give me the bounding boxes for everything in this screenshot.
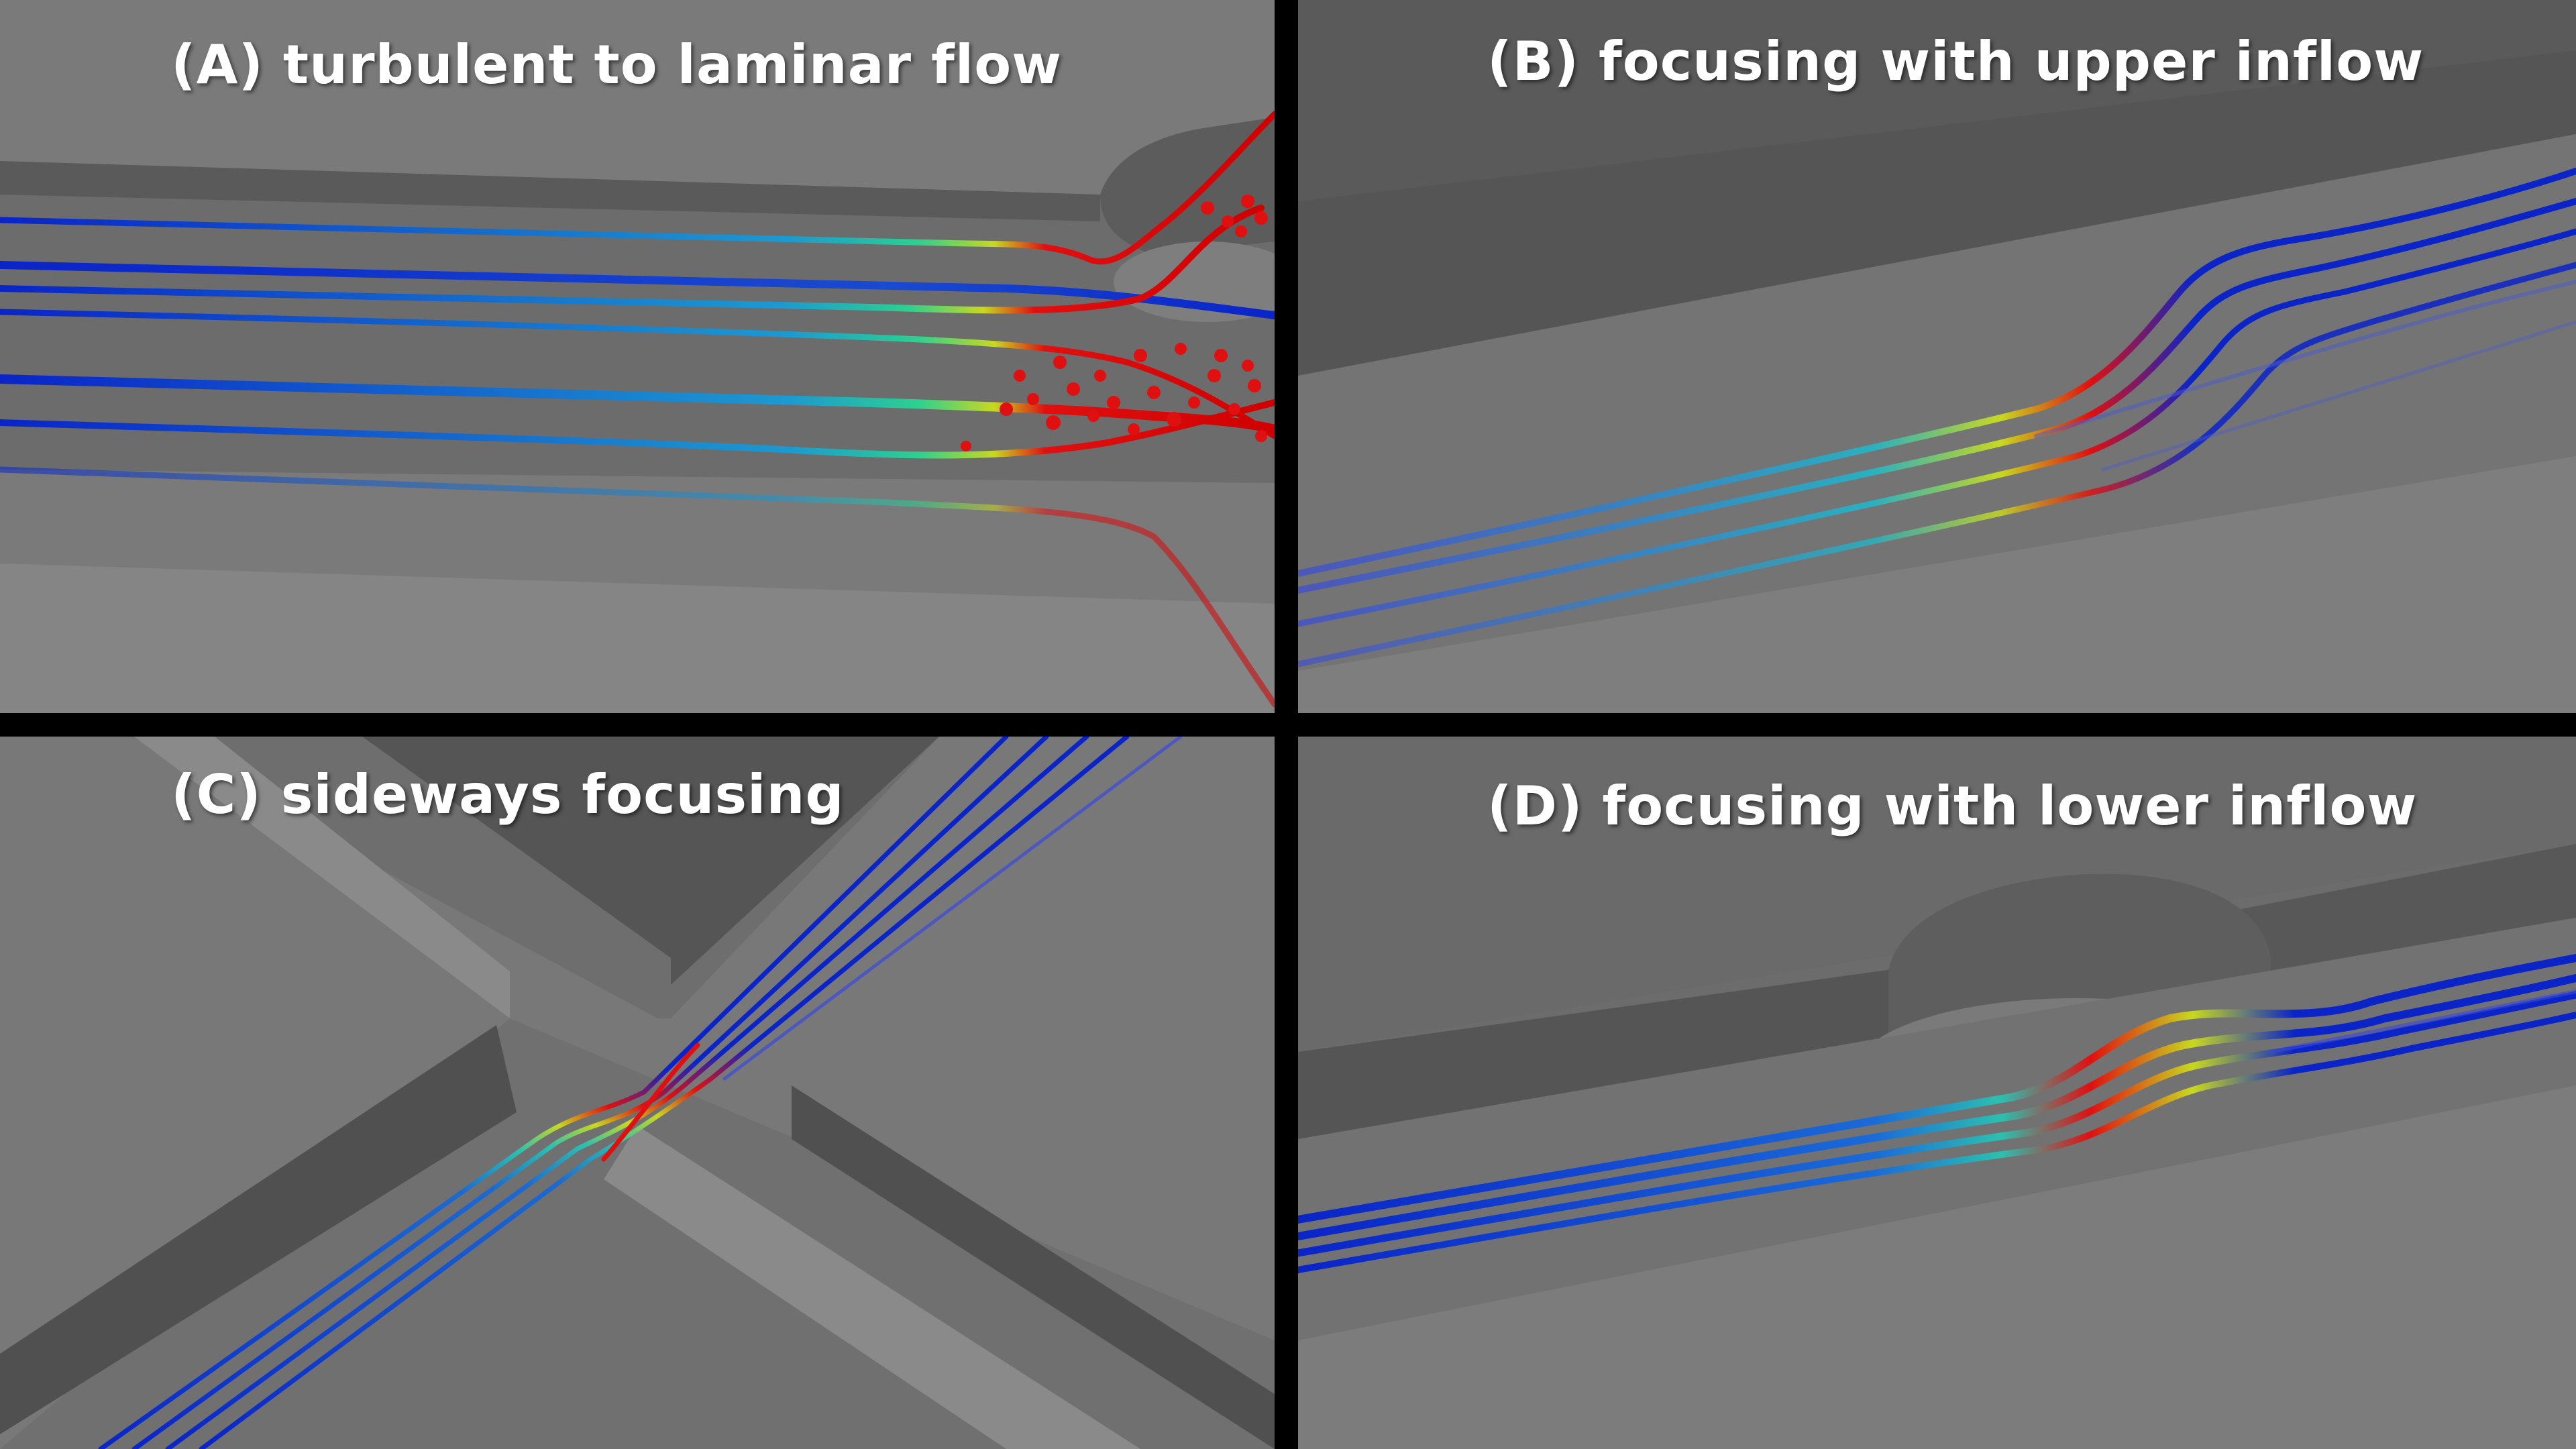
panel-d-streamlines: [1298, 954, 2576, 1273]
panel-c-streamlines: [98, 737, 1183, 1449]
lower-surface: [1298, 456, 2576, 713]
panel-b-streamlines: [1298, 168, 2576, 667]
panel-d-title: (D) focusing with lower inflow: [1487, 775, 2418, 837]
panel-a-streamlines: [0, 111, 1275, 708]
top-surface: [1298, 737, 2576, 1052]
panel-d-scene: [1298, 737, 2576, 1449]
lower-bevel: [604, 1126, 1140, 1449]
panel-d-lower-inflow: (D) focusing with lower inflow: [1298, 737, 2576, 1449]
right-wall: [792, 1085, 1275, 1449]
panel-a-turbulent-to-laminar: (A) turbulent to laminar flow: [0, 0, 1275, 713]
panel-c-sideways-focusing: (C) sideways focusing: [0, 737, 1275, 1449]
upper-right-wall: [362, 737, 939, 985]
upper-wall-top: [1298, 0, 2576, 201]
upper-left-bevel: [134, 737, 510, 1018]
panel-a-particle-cloud: [961, 195, 1268, 451]
left-wall: [1298, 968, 1902, 1139]
left-wall: [0, 1025, 517, 1434]
panel-a-title: (A) turbulent to laminar flow: [171, 34, 1063, 96]
panel-a-scene: [0, 0, 1275, 713]
right-wall: [2197, 844, 2576, 985]
panel-b-title: (B) focusing with upper inflow: [1487, 30, 2424, 93]
panel-c-scene: [0, 737, 1275, 1449]
channel-wall-upper: [0, 161, 1100, 221]
upper-wall-face: [1298, 50, 2576, 376]
panel-c-title: (C) sideways focusing: [171, 763, 845, 826]
panel-b-upper-inflow: (B) focusing with upper inflow: [1298, 0, 2576, 713]
lower-surface: [0, 564, 1275, 713]
panel-b-scene: [1298, 0, 2576, 713]
lower-surface: [1298, 1085, 2576, 1449]
